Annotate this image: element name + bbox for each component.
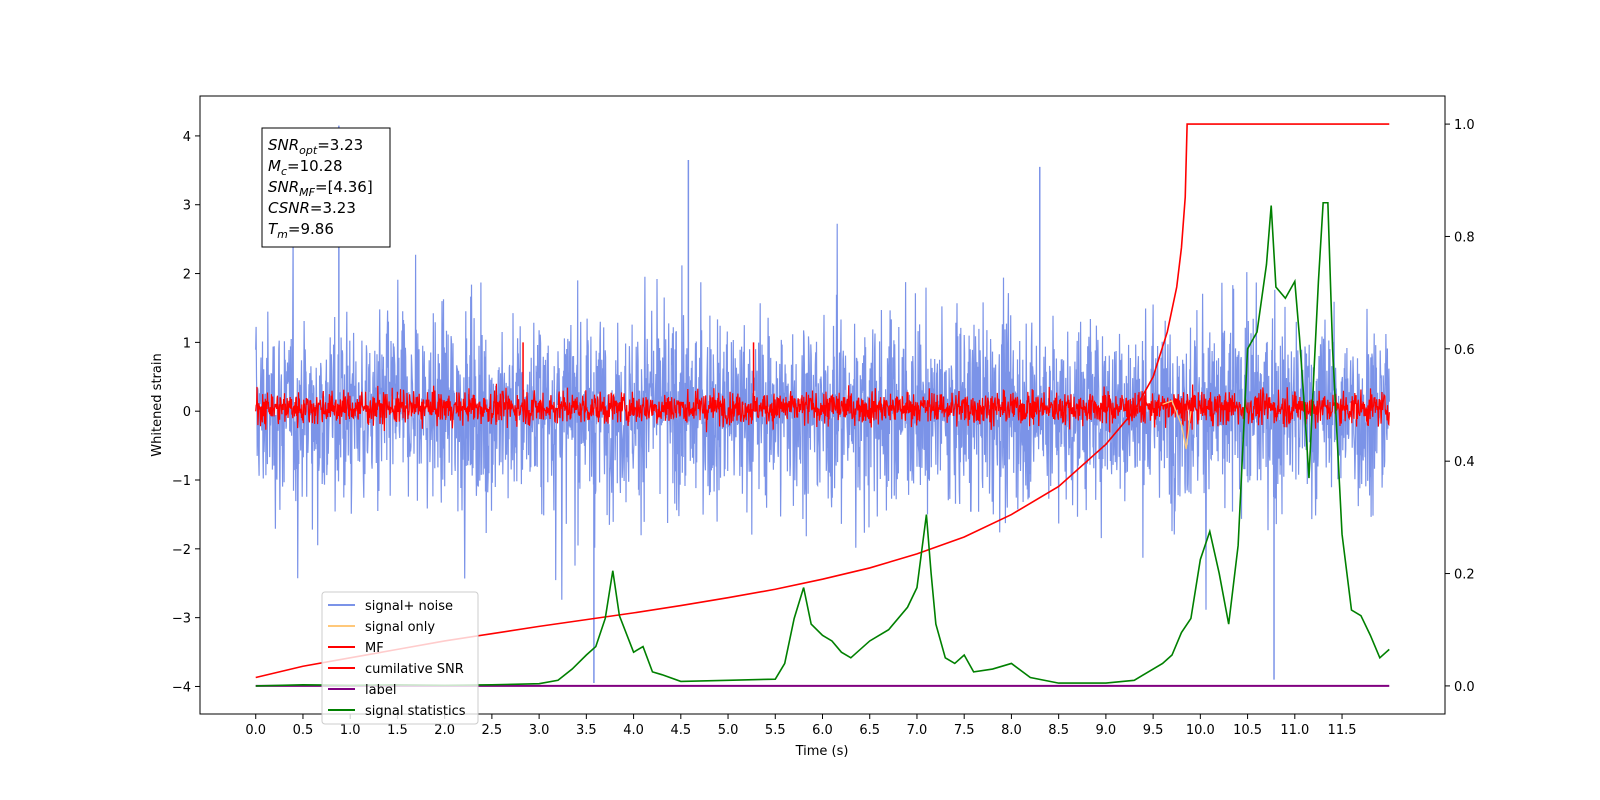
- annotation-line: SNRopt=3.23: [268, 136, 363, 157]
- signal-statistics-line: [255, 201, 1390, 687]
- y-tick-label: 2: [183, 268, 191, 283]
- annotation-line: Tm=9.86: [268, 220, 334, 241]
- x-axis-label: Time (s): [795, 744, 849, 759]
- legend-frame: [321, 591, 479, 725]
- legend-entry: cumilative SNR: [365, 662, 464, 677]
- y2-tick-label: 1.0: [1454, 118, 1475, 133]
- x-tick-label: 6.0: [812, 723, 833, 738]
- signal-only-series: [1162, 400, 1192, 450]
- mf-series: [255, 342, 1390, 439]
- legend-entry: signal statistics: [365, 704, 466, 719]
- x-tick-label: 2.0: [434, 723, 455, 738]
- y-tick-label: 1: [183, 336, 191, 351]
- y2-tick-label: 0.6: [1454, 343, 1475, 358]
- x-tick-label: 7.0: [907, 723, 928, 738]
- y-tick-label: −3: [172, 612, 191, 627]
- x-tick-label: 7.5: [954, 723, 975, 738]
- signal-only-line: [1162, 400, 1192, 450]
- legend: signal+ noise signal only MF cumilative SNR…: [321, 591, 479, 725]
- annotation-line: Mc=10.28: [268, 157, 343, 178]
- y-tick-label: −2: [172, 543, 191, 558]
- x-tick-label: 1.5: [387, 723, 408, 738]
- annotation-line: CSNR=3.23: [268, 199, 356, 217]
- y2-tick-label: 0.4: [1454, 455, 1475, 470]
- y2-tick-label: 0.8: [1454, 230, 1475, 245]
- legend-entry: MF: [365, 641, 384, 656]
- x-tick-label: 9.0: [1096, 723, 1117, 738]
- x-tick-label: 4.5: [670, 723, 691, 738]
- x-tick-label: 2.5: [482, 723, 503, 738]
- legend-entry: signal+ noise: [365, 599, 453, 614]
- right-axis-ticks: 1.0 0.8 0.6 0.4 0.2 0.0: [1445, 118, 1475, 695]
- y-tick-label: 4: [183, 130, 191, 145]
- x-tick-label: 9.5: [1143, 723, 1164, 738]
- annotation-line: SNRMF=[4.36]: [268, 178, 373, 199]
- x-tick-label: 3.5: [576, 723, 597, 738]
- legend-entry: signal only: [365, 620, 435, 635]
- x-tick-label: 11.5: [1328, 723, 1357, 738]
- y-tick-label: −4: [172, 680, 191, 695]
- x-tick-label: 3.0: [529, 723, 550, 738]
- x-tick-label: 0.0: [245, 723, 266, 738]
- y-tick-label: 0: [183, 405, 191, 420]
- y-axis-label: Whitened strain: [150, 353, 165, 456]
- x-tick-label: 8.0: [1001, 723, 1022, 738]
- y-tick-label: 3: [183, 199, 191, 214]
- y2-tick-label: 0.2: [1454, 568, 1475, 583]
- x-tick-label: 10.0: [1186, 723, 1215, 738]
- x-tick-label: 10.5: [1233, 723, 1262, 738]
- x-tick-label: 5.0: [718, 723, 739, 738]
- annotation-box: SNRopt=3.23Mc=10.28SNRMF=[4.36]CSNR=3.23…: [261, 127, 391, 248]
- x-tick-label: 5.5: [765, 723, 786, 738]
- x-tick-label: 4.0: [623, 723, 644, 738]
- legend-entry: label: [365, 683, 396, 698]
- x-tick-label: 6.5: [859, 723, 880, 738]
- y2-tick-label: 0.0: [1454, 680, 1475, 695]
- x-axis-ticks: 0.0 0.5 1.0 1.5 2.0 2.5 3.0 3.5 4.0 4.5 5.0 5.5 6.0 6…: [245, 714, 1357, 738]
- y-axis-ticks: 4 3 2 1 0 −1 −2 −3 −4: [172, 130, 200, 695]
- y-tick-label: −1: [172, 474, 191, 489]
- x-tick-label: 11.0: [1280, 723, 1309, 738]
- annotation-frame: [261, 127, 391, 248]
- mf-line: [255, 383, 1390, 433]
- x-tick-label: 1.0: [340, 723, 361, 738]
- x-tick-label: 0.5: [293, 723, 314, 738]
- x-tick-label: 8.5: [1048, 723, 1069, 738]
- signal-plus-noise-line: [255, 223, 1390, 610]
